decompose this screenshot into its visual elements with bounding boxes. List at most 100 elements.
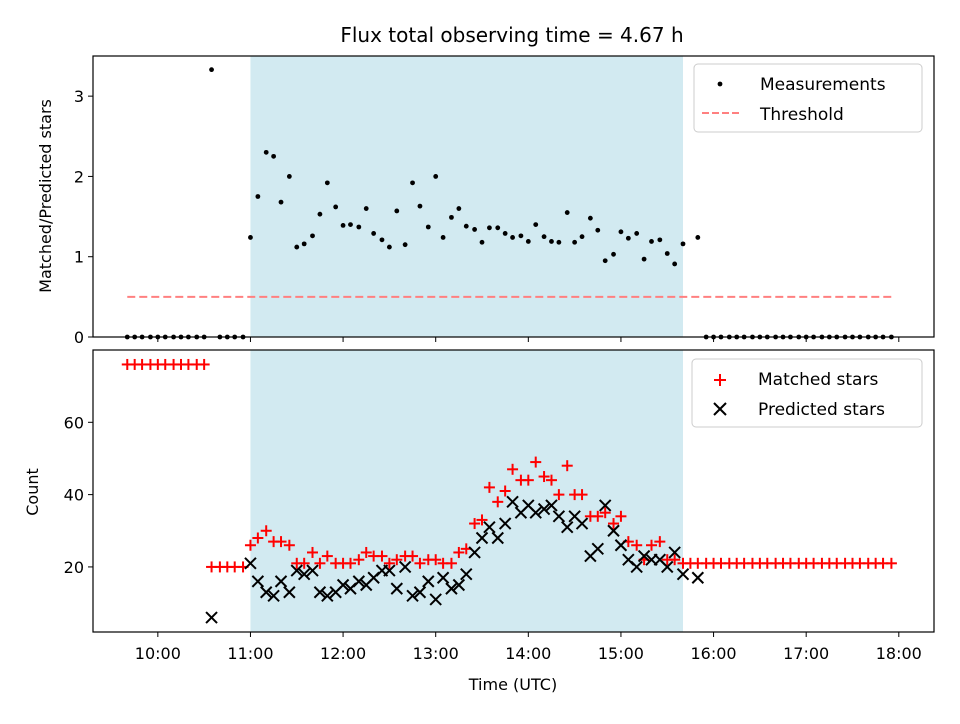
measurement-point <box>209 67 214 73</box>
matched-star-point <box>507 463 519 475</box>
legend-matched-label: Matched stars <box>758 370 878 390</box>
measurement-point <box>301 241 307 247</box>
measurement-point <box>479 239 485 245</box>
y-tick-label: 3 <box>74 87 84 106</box>
observing-window-shade <box>250 56 683 337</box>
measurement-point <box>618 229 624 235</box>
matched-star-point <box>414 557 426 569</box>
measurement-point <box>463 223 469 229</box>
measurement-point <box>340 223 346 228</box>
bottom-y-axis-label: Count <box>23 468 42 516</box>
measurement-point <box>602 258 608 264</box>
measurement-point <box>440 235 446 240</box>
predicted-star-point <box>637 549 651 563</box>
matched-star-point <box>252 532 264 544</box>
measurement-point <box>579 234 585 240</box>
top-y-ticks: 0 1 2 3 <box>74 87 93 347</box>
matched-star-point <box>885 557 897 569</box>
matched-star-point <box>615 510 627 522</box>
measurement-point <box>472 227 477 232</box>
predicted-star-point <box>352 575 366 588</box>
matched-star-point <box>538 471 550 483</box>
measurement-point <box>611 251 616 257</box>
measurement-point <box>549 239 554 244</box>
matched-star-point <box>430 554 442 566</box>
matched-star-point <box>599 507 611 519</box>
matched-star-point <box>344 557 356 569</box>
measurement-point <box>363 206 369 211</box>
measurement-point <box>324 180 330 186</box>
measurement-point <box>410 180 415 186</box>
y-tick-label: 2 <box>74 167 84 186</box>
measurement-point <box>433 174 439 179</box>
matched-star-point <box>553 489 565 501</box>
chart-title: Flux total observing time = 4.67 h <box>340 23 683 47</box>
predicted-star-point <box>313 586 327 599</box>
matched-star-point <box>244 539 256 551</box>
matched-star-point <box>499 485 511 497</box>
matched-star-point <box>561 460 573 472</box>
predicted-star-point <box>607 524 620 537</box>
matched-star-point <box>391 554 403 566</box>
matched-star-point <box>608 518 620 530</box>
matched-star-point <box>383 557 395 569</box>
predicted-star-point <box>506 495 519 509</box>
measurement-point <box>657 237 663 243</box>
predicted-star-point <box>491 531 504 545</box>
matched-star-point <box>545 474 557 486</box>
measurement-point <box>255 194 261 199</box>
legend-predicted-marker <box>713 402 727 416</box>
legend-measurements-marker <box>717 81 723 87</box>
measurement-point <box>502 231 508 236</box>
measurement-point <box>680 241 686 247</box>
observing-window-shade <box>250 350 683 632</box>
measurement-point <box>417 203 423 209</box>
measurement-point <box>556 239 562 245</box>
measurement-point <box>595 227 601 233</box>
y-tick-label: 60 <box>64 413 84 432</box>
x-axis-label: Time (UTC) <box>468 675 557 694</box>
predicted-star-point <box>422 575 435 588</box>
measurement-point <box>533 222 539 228</box>
predicted-star-point <box>598 499 612 512</box>
measurement-point <box>641 256 647 262</box>
predicted-star-point <box>244 557 257 570</box>
measurement-point <box>564 210 570 215</box>
predicted-stars-points <box>205 495 705 624</box>
measurement-point <box>386 244 392 250</box>
predicted-star-point <box>475 531 489 545</box>
matched-star-point <box>469 518 481 530</box>
legend-threshold-label: Threshold <box>759 105 844 125</box>
bottom-legend: Matched stars Predicted stars <box>691 358 923 428</box>
predicted-star-point <box>529 506 542 519</box>
matched-star-point <box>321 550 333 562</box>
predicted-star-point <box>630 560 643 574</box>
measurement-point <box>672 261 678 267</box>
y-tick-label: 1 <box>74 248 84 267</box>
measurement-point <box>649 239 654 244</box>
measurement-point <box>695 235 701 240</box>
measurement-point <box>333 204 339 210</box>
measurement-point <box>510 235 515 240</box>
x-tick-label: 10:00 <box>135 644 181 663</box>
predicted-star-point <box>460 567 473 581</box>
measurement-point <box>634 231 640 236</box>
measurement-point <box>348 222 353 228</box>
measurement-point <box>356 224 362 230</box>
bottom-x-ticks: 10:00 11:00 12:00 13:00 14:00 15:00 16:00 17:00… <box>135 632 922 663</box>
predicted-star-point <box>290 564 303 577</box>
x-tick-label: 17:00 <box>783 644 829 663</box>
measurement-point <box>487 225 492 231</box>
measurement-point <box>294 244 300 250</box>
predicted-star-point <box>575 517 589 530</box>
predicted-star-point <box>251 575 265 588</box>
predicted-star-point <box>452 578 466 592</box>
predicted-star-point <box>383 564 396 577</box>
predicted-star-point <box>306 564 319 577</box>
matched-star-point <box>646 539 658 551</box>
matched-star-point <box>353 554 365 566</box>
matched-star-point <box>592 510 604 522</box>
matched-star-point <box>530 456 542 468</box>
